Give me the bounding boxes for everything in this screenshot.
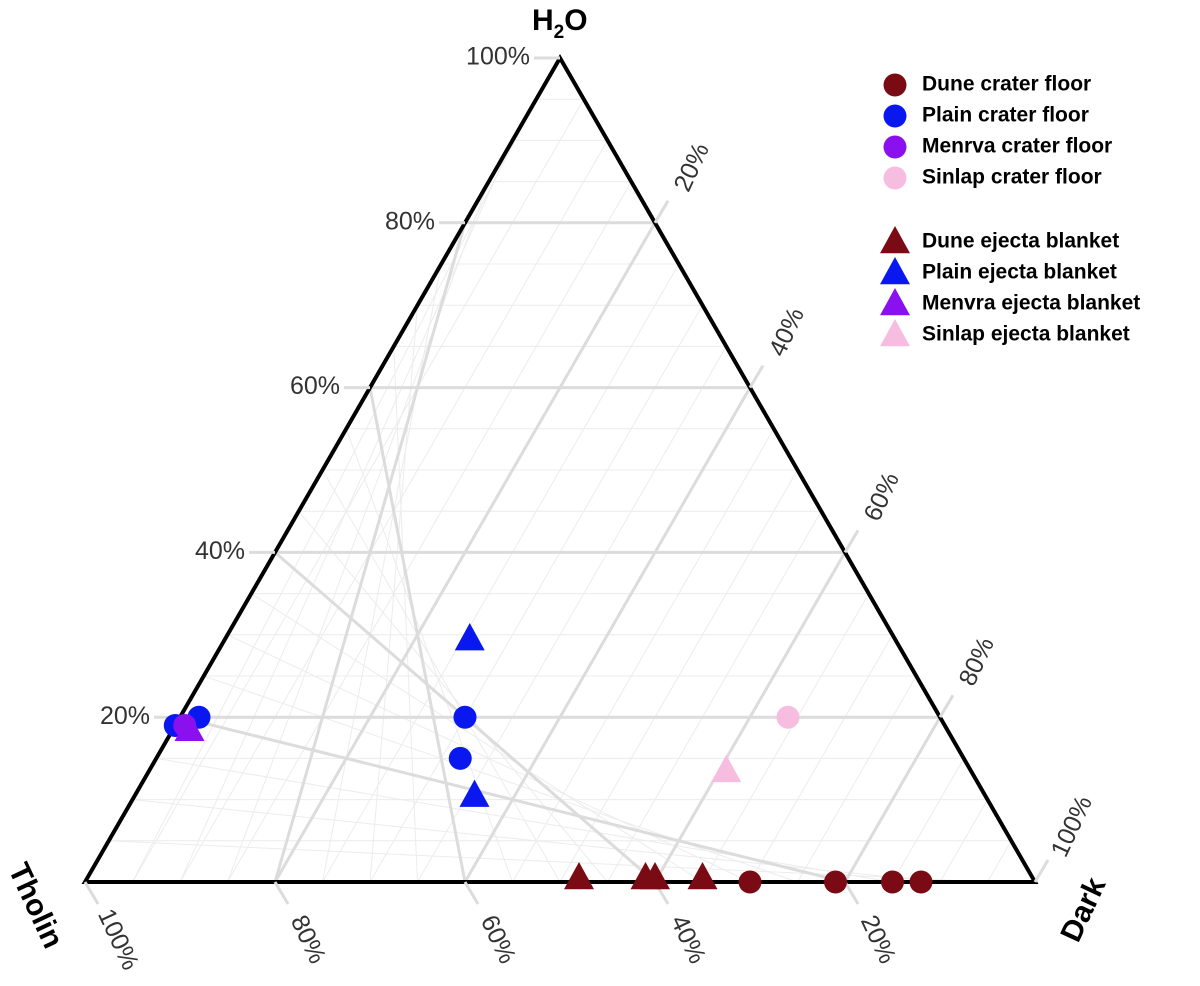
tick-label-dark: 60% [858,468,905,525]
minor-gridline [132,98,537,883]
tick-mark-dark [748,364,765,389]
data-point-dune-ejecta-blanket [564,862,594,890]
tick-label-dark: 20% [668,139,715,196]
data-point-dune-crater-floor [909,870,933,894]
legend-marker-plain-ejecta-blanket [880,257,910,285]
legend-marker-sinlap-crater-floor [883,166,907,190]
tick-label-dark: 40% [763,303,810,360]
axis-title-dark: Dark [1054,872,1112,947]
minor-gridline [892,758,965,883]
minor-gridline [987,840,1012,883]
data-point-plain-ejecta-blanket [454,623,485,651]
axis-title-h2o-end: O [564,4,587,37]
major-gridline [368,387,467,883]
data-point-dune-ejecta-blanket [687,862,718,890]
ternary-triangle-frame [81,53,1039,884]
tick-mark-dark [653,200,670,224]
legend-marker-plain-crater-floor [883,104,907,128]
minor-gridline [322,263,442,883]
tick-label-h2o: 60% [290,372,340,400]
legend-marker-dune-ejecta-blanket [880,226,910,254]
minor-gridline [227,181,632,883]
tick-label-tholin: 100% [92,905,144,975]
minor-gridline [512,428,775,883]
tick-mark-dark [843,529,860,554]
tick-mark-tholin [843,881,860,905]
major-gridline [653,551,847,883]
minor-gridline [559,469,798,883]
data-point-dune-crater-floor [824,870,847,894]
minor-gridline [939,799,988,883]
minor-gridline [393,346,418,883]
data-point-dune-ejecta-blanket [640,862,670,890]
legend-label-dune-ejecta-blanket: Dune ejecta blanket [922,230,1119,253]
legend-marker-menrva-crater-floor [883,135,907,159]
legend-label-menvra-ejecta-blanket: Menvra ejecta blanket [922,292,1140,315]
minor-gridline [702,593,870,883]
tick-label-h2o: 20% [100,702,150,730]
minor-gridline [607,510,822,883]
minor-gridline [749,634,893,883]
axis-title-h2o-subscript: 2 [554,22,565,43]
legend-marker-dune-crater-floor [883,73,907,97]
tick-mark-tholin [83,881,100,905]
legend-label-menrva-crater-floor: Menrva crater floor [922,135,1112,158]
tick-label-tholin: 60% [475,911,522,968]
axis-title-tholin: Tholin [2,858,70,953]
tick-label-tholin: 80% [285,911,332,968]
minor-gridline [797,675,917,883]
tick-label-h2o: 40% [195,537,245,565]
tick-mark-dark [1033,859,1050,883]
minor-gridline [322,469,561,883]
data-point-menvra-ejecta-blanket [174,713,205,741]
minor-gridline [132,98,585,883]
tick-label-h2o: 100% [466,43,530,71]
legend-label-sinlap-ejecta-blanket: Sinlap ejecta blanket [922,323,1130,346]
major-gridlines [179,221,942,884]
data-point-sinlap-crater-floor [776,705,800,729]
legend-marker-sinlap-ejecta-blanket [880,319,910,347]
data-point-dune-crater-floor [738,870,762,894]
legend-label-plain-crater-floor: Plain crater floor [922,104,1089,127]
legend: Dune crater floor Plain crater floor Menrv… [880,73,1140,347]
data-points [163,623,933,894]
data-point-plain-crater-floor [453,705,477,729]
tick-label-dark: 100% [1046,792,1098,862]
axis-title-h2o-main: H [532,4,554,37]
minor-gridlines [108,98,1012,883]
major-gridline [843,716,942,883]
data-point-dune-crater-floor [881,870,904,894]
tick-label-tholin: 40% [665,911,712,968]
minor-gridline [179,140,513,883]
data-point-plain-crater-floor [448,746,472,770]
tick-label-tholin: 20% [855,911,902,968]
major-gridline [273,222,467,883]
legend-label-plain-ejecta-blanket: Plain ejecta blanket [922,261,1117,284]
minor-gridline [322,263,680,883]
tick-mark-tholin [273,881,290,905]
tick-label-h2o: 80% [385,207,435,235]
minor-gridline [227,181,490,883]
tick-mark-dark [938,694,955,718]
legend-label-sinlap-crater-floor: Sinlap crater floor [922,166,1102,189]
axis-title-h2o: H2O [532,4,588,43]
data-point-sinlap-ejecta-blanket [711,754,742,783]
major-gridline [463,386,752,883]
legend-marker-menvra-ejecta-blanket [880,288,910,316]
tick-mark-tholin [463,881,480,905]
legend-label-dune-crater-floor: Dune crater floor [922,73,1091,96]
data-point-plain-ejecta-blanket [459,779,490,807]
tick-label-dark: 80% [953,633,1000,690]
minor-gridline [369,305,418,883]
